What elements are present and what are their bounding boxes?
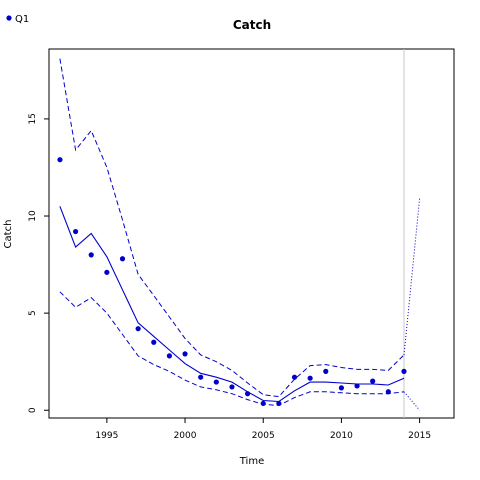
x-tick-label: 2015	[408, 431, 431, 441]
x-tick-label: 2000	[174, 431, 197, 441]
data-point	[338, 385, 345, 391]
data-point	[151, 339, 157, 345]
data-point	[166, 353, 173, 359]
y-tick-label: 10	[28, 210, 38, 222]
legend-label-q1: Q1	[15, 14, 29, 25]
series-lower-bound	[59, 291, 405, 406]
x-axis: 1995 2000 2005 2010 2015	[95, 418, 431, 441]
y-axis-label: Catch	[3, 220, 14, 249]
legend-marker-q1	[6, 15, 12, 21]
y-tick-label: 15	[28, 113, 38, 124]
y-tick-label: 5	[28, 310, 38, 316]
data-point	[135, 326, 141, 332]
data-point	[385, 389, 391, 395]
chart-title: Catch	[233, 18, 271, 32]
data-point	[244, 391, 251, 397]
data-point	[213, 379, 219, 385]
data-point	[260, 400, 266, 407]
x-tick-label: 2005	[252, 431, 275, 441]
data-point	[229, 384, 235, 390]
legend: Q1	[6, 14, 29, 25]
data-point	[198, 374, 204, 380]
y-axis: 0 5 10 15	[28, 113, 49, 413]
plot-marks	[57, 49, 421, 418]
data-point	[291, 374, 298, 380]
series-projection-lower	[403, 391, 420, 411]
y-tick-label: 0	[28, 407, 38, 413]
x-tick-label: 1995	[95, 431, 118, 441]
data-point	[72, 228, 79, 235]
series-upper-bound	[59, 58, 405, 398]
series-fit-line	[59, 206, 405, 403]
data-point	[57, 157, 63, 163]
x-axis-label: Time	[239, 456, 264, 467]
data-point	[104, 269, 110, 275]
x-tick-label: 2010	[330, 431, 353, 441]
data-point	[88, 252, 94, 258]
data-point	[119, 256, 126, 262]
data-point	[323, 368, 329, 374]
data-point	[370, 378, 376, 384]
data-point	[276, 400, 282, 407]
data-point	[307, 375, 313, 381]
data-point	[401, 368, 407, 374]
data-point	[182, 351, 188, 357]
plot-frame	[48, 48, 455, 419]
data-point	[354, 383, 360, 389]
series-projection-upper	[403, 198, 421, 355]
